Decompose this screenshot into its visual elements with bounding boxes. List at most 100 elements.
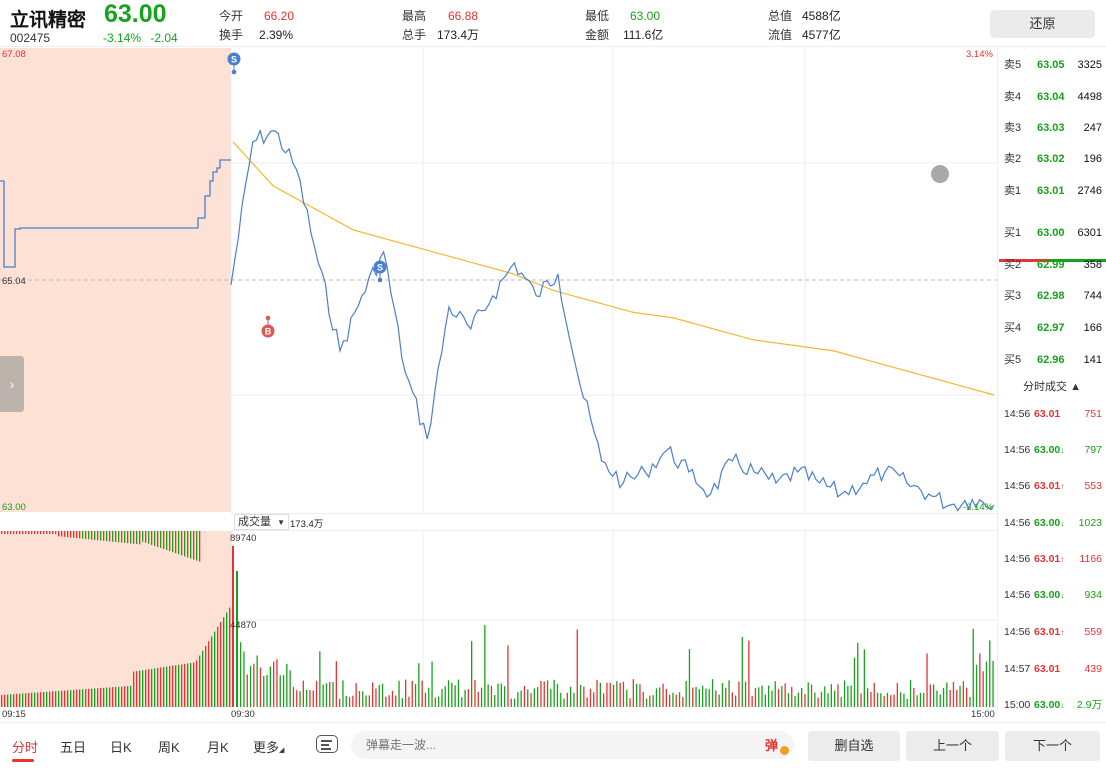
volume-bar [942,687,945,707]
volume-bar [890,695,892,707]
danmu-input[interactable] [351,731,794,759]
volume-bar [768,685,770,707]
volume-bar [289,670,291,707]
auction-imbalance-bar [199,531,201,562]
volume-bar [299,691,301,707]
price-chart[interactable]: S S B [0,48,997,513]
trade-time: 14:56 [1004,626,1031,638]
volume-bar [408,696,410,707]
auction-imbalance-bar [139,531,141,545]
tab-weekly-k[interactable]: 周K [158,740,180,755]
arrow-up-icon: ↑ [1060,482,1065,491]
auction-imbalance-bar [82,531,84,539]
ask-price: 63.04 [1037,91,1065,103]
price-mid-label: 65.04 [2,276,26,287]
bid-price: 63.00 [1037,227,1065,239]
bid-row[interactable]: 买3 62.98 744 [1000,286,1104,306]
volume-bar [873,682,875,707]
volume-bar [322,684,324,707]
volume-bar [939,694,941,707]
active-tab-underline [12,759,34,762]
volume-bar [659,687,661,707]
ask-row[interactable]: 卖3 63.03 247 [1000,118,1104,138]
volume-bar [109,687,111,707]
volume-bar [339,698,341,707]
stat-value: 4588亿 [802,9,841,23]
auction-imbalance-bar [151,531,153,545]
price-bottom-label: 63.00 [2,502,26,513]
bid-row[interactable]: 买2 62.99 358 [1000,255,1104,275]
restore-button[interactable]: 还原 [990,10,1095,38]
tab-more[interactable]: 更多◢ [253,737,284,756]
volume-bar [16,693,18,707]
auction-imbalance-bar [70,531,72,538]
volume-bar [896,683,898,707]
tab-daily-k[interactable]: 日K [110,740,132,755]
volume-bar [985,661,988,707]
volume-bar [520,690,522,707]
tab-five-day[interactable]: 五日 [60,740,87,755]
tab-monthly-k[interactable]: 月K [207,740,229,755]
trades-header[interactable]: 分时成交 ▲ [1023,381,1081,393]
volume-bar [936,690,938,707]
volume-bar [414,684,417,707]
stat-value: 66.88 [448,9,479,23]
volume-bar [771,690,773,707]
time-label-start: 09:15 [2,709,26,720]
volume-total: 173.4万 [290,519,324,530]
volume-bar [504,686,506,707]
stat-value: 66.20 [264,9,295,23]
price-top-label: 67.08 [2,49,26,60]
volume-bar [124,686,126,707]
floating-assist-button[interactable] [931,165,949,183]
volume-bar [214,631,216,707]
side-panel-toggle[interactable]: › [0,356,24,412]
bid-row[interactable]: 买5 62.96 141 [1000,350,1104,370]
bid-row[interactable]: 买1 63.00 6301 [1000,223,1104,243]
volume-bar [97,688,99,707]
auction-imbalance-bar [193,531,195,560]
ask-label: 卖4 [1004,91,1022,103]
danmu-toggle[interactable]: 弹 [765,735,789,755]
tab-intraday[interactable]: 分时 [12,740,39,755]
danmu-toggle-glyph: 弹 [765,738,779,753]
volume-bar [58,690,60,707]
ask-row[interactable]: 卖4 63.04 4498 [1000,87,1104,107]
volume-bar [962,681,964,707]
volume-bar [315,680,318,707]
volume-bar [411,680,413,707]
stat-float-cap: 流值 4577亿 [768,26,841,43]
stat-value: 2.39% [259,28,294,42]
stat-open: 今开 66.20 [219,7,294,24]
volume-bar [91,688,93,707]
trade-price: 63.00↓ [1034,517,1065,529]
volume-bar [593,692,595,707]
volume-indicator-select[interactable]: 成交量 ▼ [234,514,289,530]
bid-row[interactable]: 买4 62.97 166 [1000,318,1104,338]
remove-watchlist-button[interactable]: 删自选 [808,731,900,761]
danmu-list-icon[interactable] [316,735,338,753]
ask-row[interactable]: 卖1 63.01 2746 [1000,181,1104,201]
volume-chart[interactable] [0,531,997,708]
volume-bar [246,674,248,707]
volume-bar [669,694,671,707]
volume-bar [378,685,380,707]
volume-bar [434,697,436,707]
volume-bar [688,649,691,707]
prev-stock-button[interactable]: 上一个 [906,731,999,761]
auction-imbalance-bar [19,531,21,534]
volume-bar [682,697,684,707]
order-book-panel: 卖5 63.05 3325 卖4 63.04 4498 卖3 63.03 247… [997,48,1106,714]
ask-row[interactable]: 卖5 63.05 3325 [1000,55,1104,75]
quote-header: 立讯精密 002475 63.00 -3.14% -2.04 今开 66.20 换… [0,0,1106,47]
volume-bar [88,688,90,707]
volume-bar [172,665,174,707]
next-stock-button[interactable]: 下一个 [1005,731,1100,761]
auction-imbalance-bar [103,531,105,541]
ask-row[interactable]: 卖2 63.02 196 [1000,149,1104,169]
auction-imbalance-bar [28,531,30,534]
volume-bar [28,693,30,707]
volume-bar [626,689,628,707]
arrow-up-icon: ↑ [1060,628,1065,637]
auction-imbalance-bar [52,531,54,534]
